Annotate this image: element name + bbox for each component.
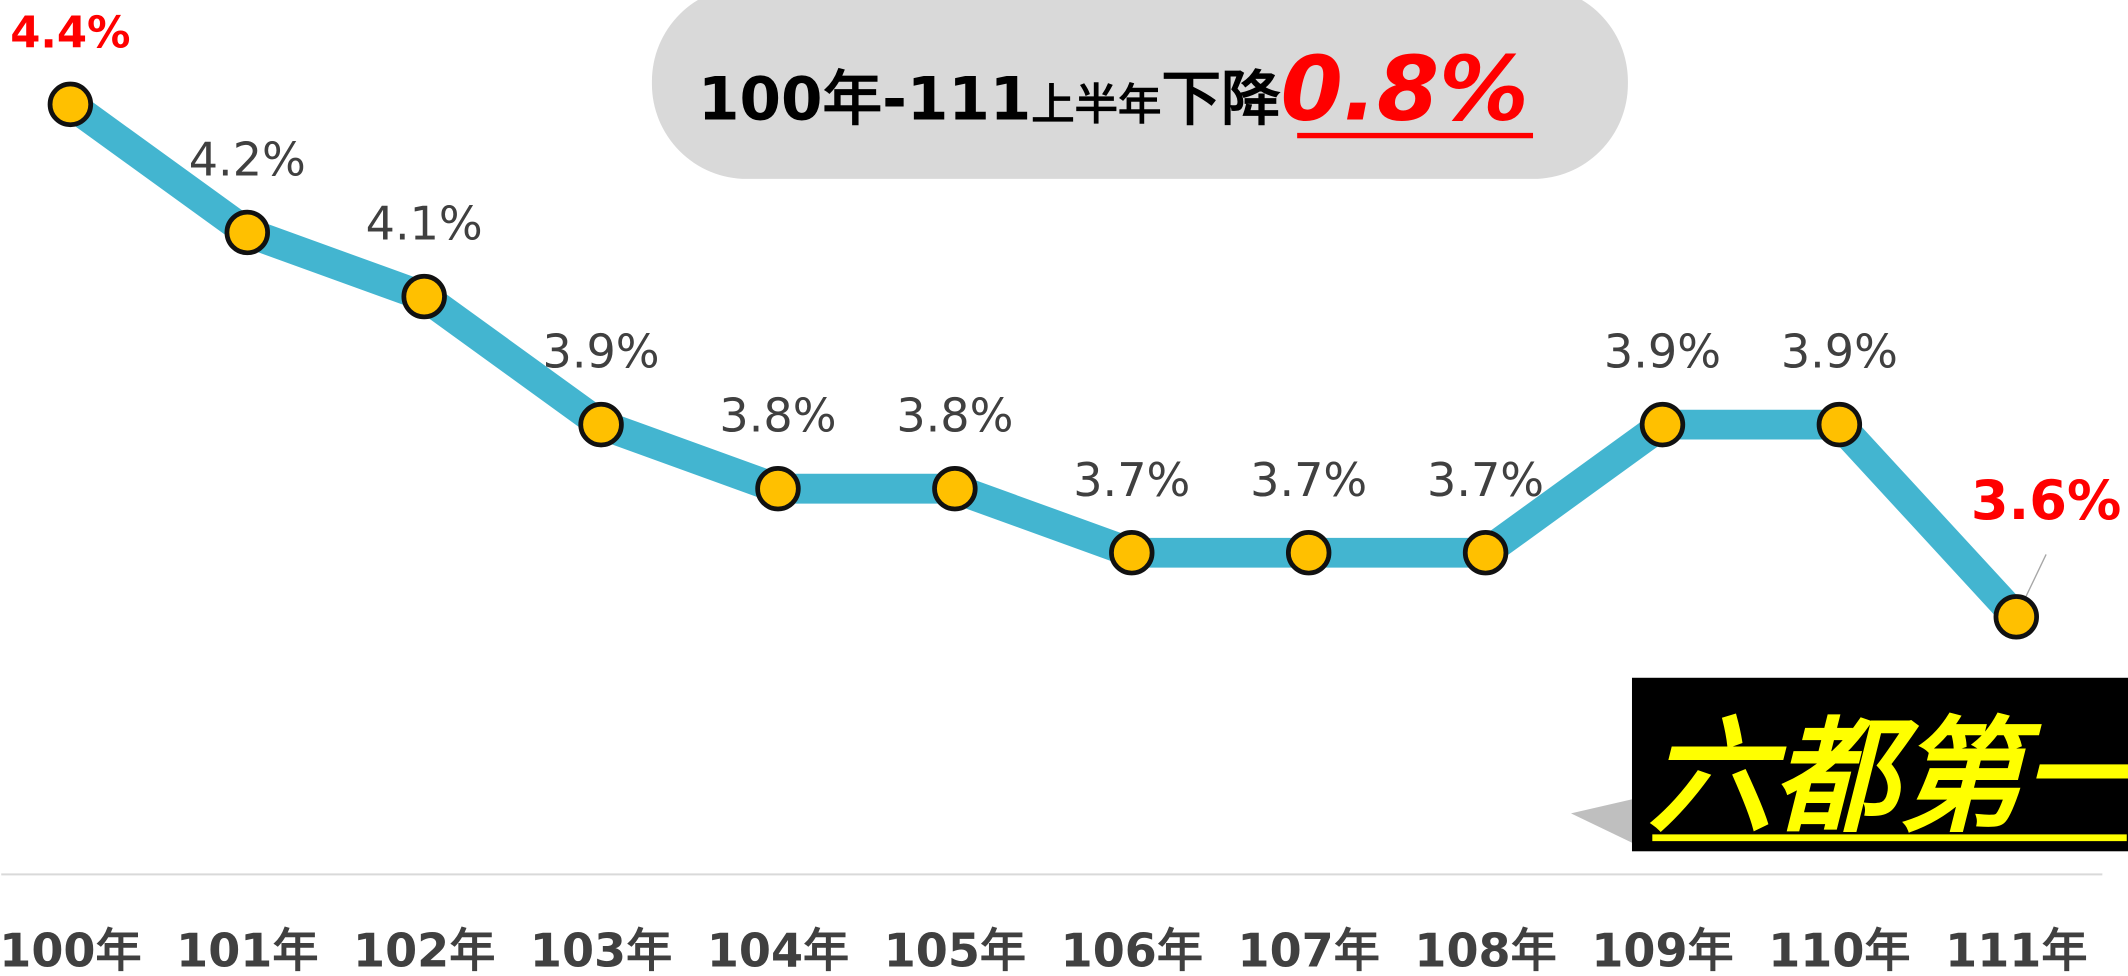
title-part: 上半年 <box>1031 80 1161 130</box>
banner-text: 六都第一 <box>1648 705 2128 850</box>
data-label: 3.8% <box>896 389 1013 443</box>
data-label: 3.7% <box>1073 453 1190 507</box>
marker <box>1816 401 1863 448</box>
x-tick-label: 102年 <box>353 924 495 976</box>
title-part: 下降 <box>1161 65 1281 134</box>
marker <box>1462 530 1509 576</box>
data-label: 3.7% <box>1250 453 1367 507</box>
marker <box>47 81 94 128</box>
marker <box>401 273 447 320</box>
data-label: 3.9% <box>1604 325 1721 379</box>
data-label: 4.1% <box>366 197 483 251</box>
data-label: 4.2% <box>189 133 306 187</box>
x-tick-label: 104年 <box>707 924 849 976</box>
data-label: 3.6% <box>1971 469 2121 532</box>
marker <box>1639 401 1686 448</box>
x-tick-label: 108年 <box>1414 924 1556 976</box>
chart-title: 100年-111上半年下降0.8% <box>698 37 1529 141</box>
x-tick-label: 106年 <box>1061 924 1203 976</box>
marker <box>932 465 978 512</box>
x-tick-label: 101年 <box>176 924 318 976</box>
x-tick-label: 100年 <box>0 924 142 976</box>
marker <box>224 209 270 256</box>
marker <box>578 401 624 448</box>
data-line <box>61 92 2028 627</box>
x-tick-label: 107年 <box>1238 924 1380 976</box>
data-label: 3.9% <box>543 325 660 379</box>
title-highlight: 0.8% <box>1281 37 1529 141</box>
marker <box>1993 594 2039 640</box>
x-tick-label: 110年 <box>1768 924 1910 976</box>
banner <box>1631 677 2128 852</box>
x-tick-label: 111年 <box>1945 924 2087 976</box>
data-label: 3.9% <box>1781 325 1898 379</box>
x-tick-label: 109年 <box>1591 924 1733 976</box>
title-part: 100年-111 <box>698 65 1031 134</box>
x-tick-label: 103年 <box>530 924 672 976</box>
marker <box>755 465 801 512</box>
x-tick-label: 105年 <box>884 924 1026 976</box>
marker <box>1109 530 1155 576</box>
data-label: 3.7% <box>1427 453 1544 507</box>
data-label: 4.4% <box>10 8 130 58</box>
banner-shadow <box>1570 797 1642 848</box>
marker <box>1285 530 1332 576</box>
data-label: 3.8% <box>719 389 836 443</box>
